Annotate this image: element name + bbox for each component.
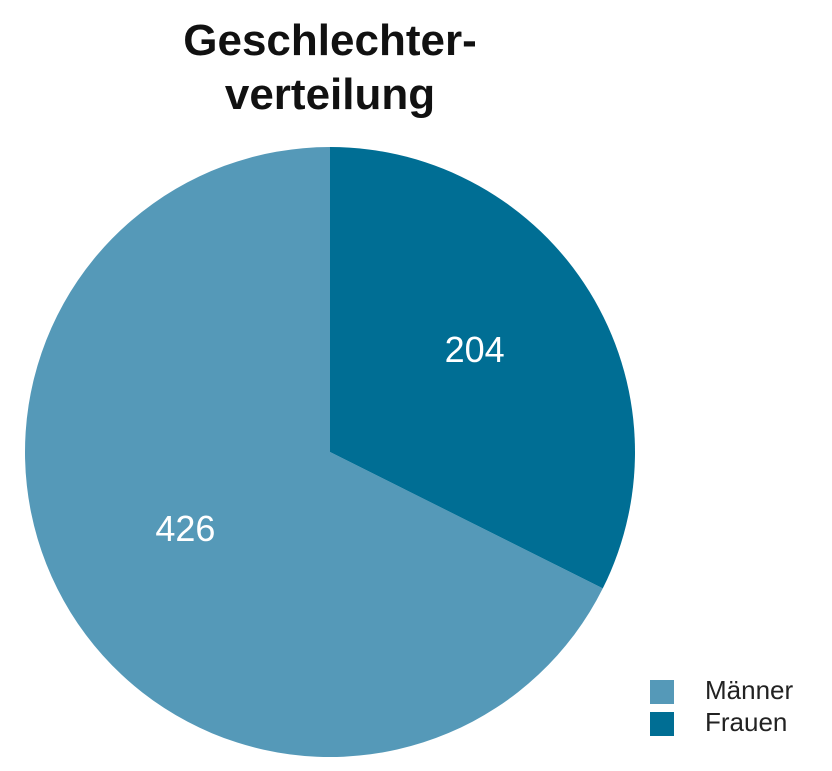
legend-swatch [650, 712, 674, 736]
legend-swatch [650, 680, 674, 704]
data-label: 204 [445, 329, 505, 370]
legend-label: Männer [705, 675, 793, 705]
chart-title: Geschlechter- verteilung [183, 16, 477, 119]
pie-slice [330, 147, 635, 589]
pie-slice [24, 147, 603, 757]
legend-label: Frauen [705, 707, 787, 737]
data-label: 426 [155, 508, 215, 549]
